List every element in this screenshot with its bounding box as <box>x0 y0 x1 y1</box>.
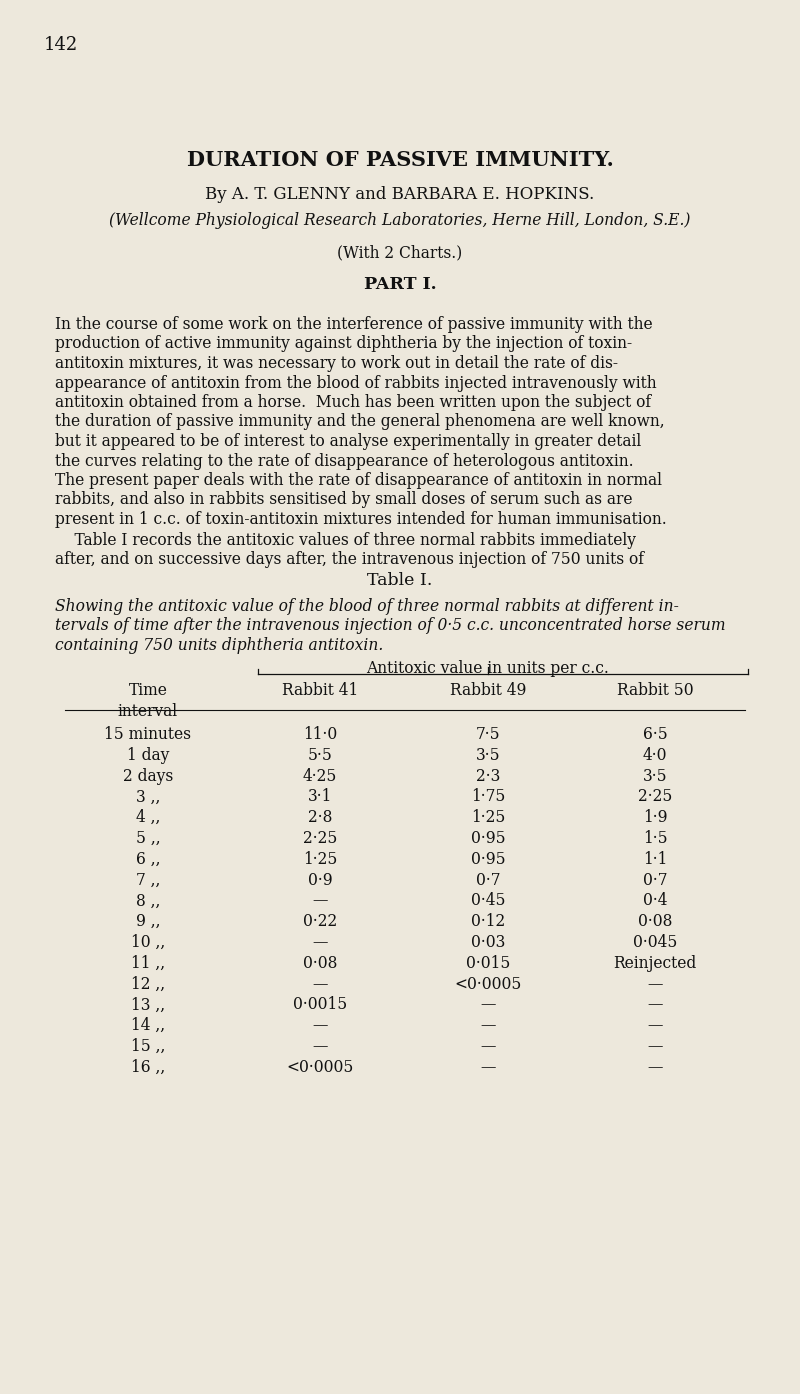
Text: —: — <box>312 1018 328 1034</box>
Text: <0·0005: <0·0005 <box>286 1059 354 1076</box>
Text: 13 ,,: 13 ,, <box>131 997 165 1013</box>
Text: 0·95: 0·95 <box>470 850 506 868</box>
Text: (Wellcome Physiological Research Laboratories, Herne Hill, London, S.E.): (Wellcome Physiological Research Laborat… <box>110 212 690 229</box>
Text: 3·5: 3·5 <box>476 747 500 764</box>
Text: 1·9: 1·9 <box>642 809 667 827</box>
Text: 6·5: 6·5 <box>642 726 667 743</box>
Text: 2 days: 2 days <box>123 768 173 785</box>
Text: 10 ,,: 10 ,, <box>131 934 165 951</box>
Text: 0·03: 0·03 <box>471 934 505 951</box>
Text: —: — <box>647 1059 662 1076</box>
Text: 0·9: 0·9 <box>308 871 332 888</box>
Text: 11·0: 11·0 <box>303 726 337 743</box>
Text: 1·5: 1·5 <box>642 829 667 848</box>
Text: <0·0005: <0·0005 <box>454 976 522 993</box>
Text: present in 1 c.c. of toxin-antitoxin mixtures intended for human immunisation.: present in 1 c.c. of toxin-antitoxin mix… <box>55 512 666 528</box>
Text: 0·95: 0·95 <box>470 829 506 848</box>
Text: —: — <box>312 934 328 951</box>
Text: 1 day: 1 day <box>127 747 169 764</box>
Text: (With 2 Charts.): (With 2 Charts.) <box>338 244 462 261</box>
Text: containing 750 units diphtheria antitoxin.: containing 750 units diphtheria antitoxi… <box>55 637 383 654</box>
Text: after, and on successive days after, the intravenous injection of 750 units of: after, and on successive days after, the… <box>55 552 644 569</box>
Text: 7·5: 7·5 <box>476 726 500 743</box>
Text: appearance of antitoxin from the blood of rabbits injected intravenously with: appearance of antitoxin from the blood o… <box>55 375 657 392</box>
Text: 1·1: 1·1 <box>643 850 667 868</box>
Text: Antitoxic value in units per c.c.: Antitoxic value in units per c.c. <box>366 659 610 677</box>
Text: 2·25: 2·25 <box>638 789 672 806</box>
Text: 1·25: 1·25 <box>471 809 505 827</box>
Text: 1·75: 1·75 <box>471 789 505 806</box>
Text: 4·25: 4·25 <box>303 768 337 785</box>
Text: —: — <box>312 976 328 993</box>
Text: —: — <box>647 1039 662 1055</box>
Text: 12 ,,: 12 ,, <box>131 976 165 993</box>
Text: —: — <box>312 1039 328 1055</box>
Text: 11 ,,: 11 ,, <box>131 955 165 972</box>
Text: 4·0: 4·0 <box>642 747 667 764</box>
Text: 3·1: 3·1 <box>308 789 332 806</box>
Text: production of active immunity against diphtheria by the injection of toxin-: production of active immunity against di… <box>55 336 632 353</box>
Text: PART I.: PART I. <box>364 276 436 293</box>
Text: 5 ,,: 5 ,, <box>136 829 160 848</box>
Text: Reinjected: Reinjected <box>614 955 697 972</box>
Text: Rabbit 49: Rabbit 49 <box>450 682 526 698</box>
Text: rabbits, and also in rabbits sensitised by small doses of serum such as are: rabbits, and also in rabbits sensitised … <box>55 492 633 509</box>
Text: 14 ,,: 14 ,, <box>131 1018 165 1034</box>
Text: 0·7: 0·7 <box>476 871 500 888</box>
Text: 3·5: 3·5 <box>642 768 667 785</box>
Text: —: — <box>480 997 496 1013</box>
Text: 0·0015: 0·0015 <box>293 997 347 1013</box>
Text: —: — <box>647 997 662 1013</box>
Text: 0·12: 0·12 <box>471 913 505 930</box>
Text: 0·08: 0·08 <box>638 913 672 930</box>
Text: Time
interval: Time interval <box>118 682 178 719</box>
Text: 7 ,,: 7 ,, <box>136 871 160 888</box>
Text: 4 ,,: 4 ,, <box>136 809 160 827</box>
Text: but it appeared to be of interest to analyse experimentally in greater detail: but it appeared to be of interest to ana… <box>55 434 642 450</box>
Text: 2·3: 2·3 <box>476 768 500 785</box>
Text: —: — <box>312 892 328 909</box>
Text: 0·7: 0·7 <box>642 871 667 888</box>
Text: Table I.: Table I. <box>367 572 433 590</box>
Text: 0·4: 0·4 <box>642 892 667 909</box>
Text: 6 ,,: 6 ,, <box>136 850 160 868</box>
Text: —: — <box>480 1018 496 1034</box>
Text: 5·5: 5·5 <box>307 747 333 764</box>
Text: 1·25: 1·25 <box>303 850 337 868</box>
Text: 15 minutes: 15 minutes <box>105 726 191 743</box>
Text: 2·25: 2·25 <box>303 829 337 848</box>
Text: 0·045: 0·045 <box>633 934 677 951</box>
Text: 16 ,,: 16 ,, <box>131 1059 165 1076</box>
Text: 0·015: 0·015 <box>466 955 510 972</box>
Text: —: — <box>480 1059 496 1076</box>
Text: the curves relating to the rate of disappearance of heterologous antitoxin.: the curves relating to the rate of disap… <box>55 453 634 470</box>
Text: In the course of some work on the interference of passive immunity with the: In the course of some work on the interf… <box>55 316 653 333</box>
Text: 0·08: 0·08 <box>303 955 337 972</box>
Text: —: — <box>647 1018 662 1034</box>
Text: Rabbit 50: Rabbit 50 <box>617 682 694 698</box>
Text: Showing the antitoxic value of the blood of three normal rabbits at different in: Showing the antitoxic value of the blood… <box>55 598 679 615</box>
Text: DURATION OF PASSIVE IMMUNITY.: DURATION OF PASSIVE IMMUNITY. <box>186 151 614 170</box>
Text: Table I records the antitoxic values of three normal rabbits immediately: Table I records the antitoxic values of … <box>55 533 636 549</box>
Text: 2·8: 2·8 <box>308 809 332 827</box>
Text: antitoxin obtained from a horse.  Much has been written upon the subject of: antitoxin obtained from a horse. Much ha… <box>55 395 651 411</box>
Text: 3 ,,: 3 ,, <box>136 789 160 806</box>
Text: The present paper deals with the rate of disappearance of antitoxin in normal: The present paper deals with the rate of… <box>55 473 662 489</box>
Text: tervals of time after the intravenous injection of 0·5 c.c. unconcentrated horse: tervals of time after the intravenous in… <box>55 618 726 634</box>
Text: 8 ,,: 8 ,, <box>136 892 160 909</box>
Text: Rabbit 41: Rabbit 41 <box>282 682 358 698</box>
Text: —: — <box>647 976 662 993</box>
Text: 15 ,,: 15 ,, <box>131 1039 165 1055</box>
Text: the duration of passive immunity and the general phenomena are well known,: the duration of passive immunity and the… <box>55 414 665 431</box>
Text: antitoxin mixtures, it was necessary to work out in detail the rate of dis-: antitoxin mixtures, it was necessary to … <box>55 355 618 372</box>
Text: 142: 142 <box>44 36 78 54</box>
Text: 9 ,,: 9 ,, <box>136 913 160 930</box>
Text: 0·45: 0·45 <box>470 892 506 909</box>
Text: —: — <box>480 1039 496 1055</box>
Text: By A. T. GLENNY and BARBARA E. HOPKINS.: By A. T. GLENNY and BARBARA E. HOPKINS. <box>206 185 594 204</box>
Text: 0·22: 0·22 <box>303 913 337 930</box>
